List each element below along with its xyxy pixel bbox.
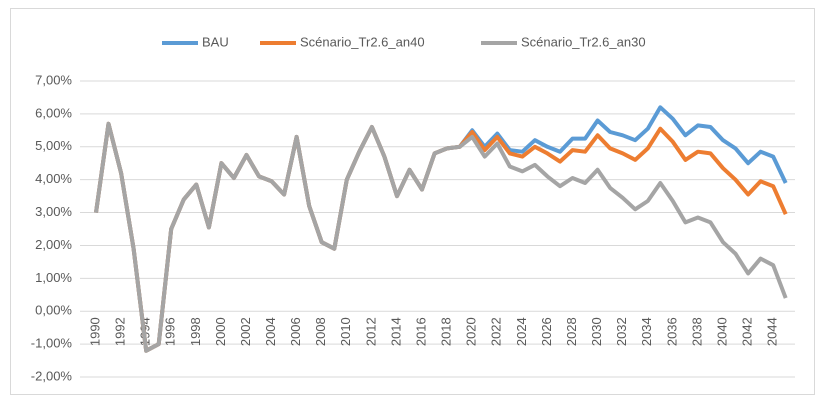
x-tick-label: 2012 <box>363 317 378 346</box>
x-tick-label: 2030 <box>589 317 604 346</box>
x-tick-label: 2024 <box>514 317 529 346</box>
x-tick-label: 2036 <box>664 317 679 346</box>
x-tick-label: 2022 <box>489 317 504 346</box>
x-tick-label: 2018 <box>439 317 454 346</box>
x-tick-label: 1990 <box>87 317 102 346</box>
y-tick-label: 4,00% <box>35 171 72 186</box>
x-tick-label: 2038 <box>689 317 704 346</box>
series-line <box>94 121 788 353</box>
x-tick-label: 2040 <box>714 317 729 346</box>
x-tick-label: 2014 <box>388 317 403 346</box>
x-tick-label: 2044 <box>765 317 780 346</box>
legend-label: Scénario_Tr2.6_an40 <box>300 34 425 49</box>
legend-label: BAU <box>202 34 229 49</box>
legend-label: Scénario_Tr2.6_an30 <box>521 34 646 49</box>
x-tick-label: 1998 <box>188 317 203 346</box>
x-tick-label: 2032 <box>614 317 629 346</box>
y-tick-label: 3,00% <box>35 204 72 219</box>
x-tick-label: 2028 <box>564 317 579 346</box>
x-tick-label: 2004 <box>263 317 278 346</box>
x-tick-label: 2026 <box>539 317 554 346</box>
x-tick-label: 2016 <box>413 317 428 346</box>
y-tick-label: -1,00% <box>31 336 73 351</box>
y-tick-label: 7,00% <box>35 72 72 87</box>
y-tick-label: 6,00% <box>35 105 72 120</box>
x-tick-label: 2010 <box>338 317 353 346</box>
y-tick-label: 5,00% <box>35 138 72 153</box>
x-tick-label: 2034 <box>639 317 654 346</box>
x-tick-label: 2042 <box>740 317 755 346</box>
x-tick-label: 2020 <box>464 317 479 346</box>
y-tick-label: 1,00% <box>35 270 72 285</box>
y-tick-label: 2,00% <box>35 237 72 252</box>
x-tick-label: 2002 <box>238 317 253 346</box>
x-tick-label: 1996 <box>163 317 178 346</box>
x-tick-label: 2006 <box>288 317 303 346</box>
x-tick-label: 2008 <box>313 317 328 346</box>
y-tick-label: 0,00% <box>35 303 72 318</box>
x-tick-label: 2000 <box>213 317 228 346</box>
x-tick-label: 1992 <box>113 317 128 346</box>
y-tick-label: -2,00% <box>31 368 73 383</box>
